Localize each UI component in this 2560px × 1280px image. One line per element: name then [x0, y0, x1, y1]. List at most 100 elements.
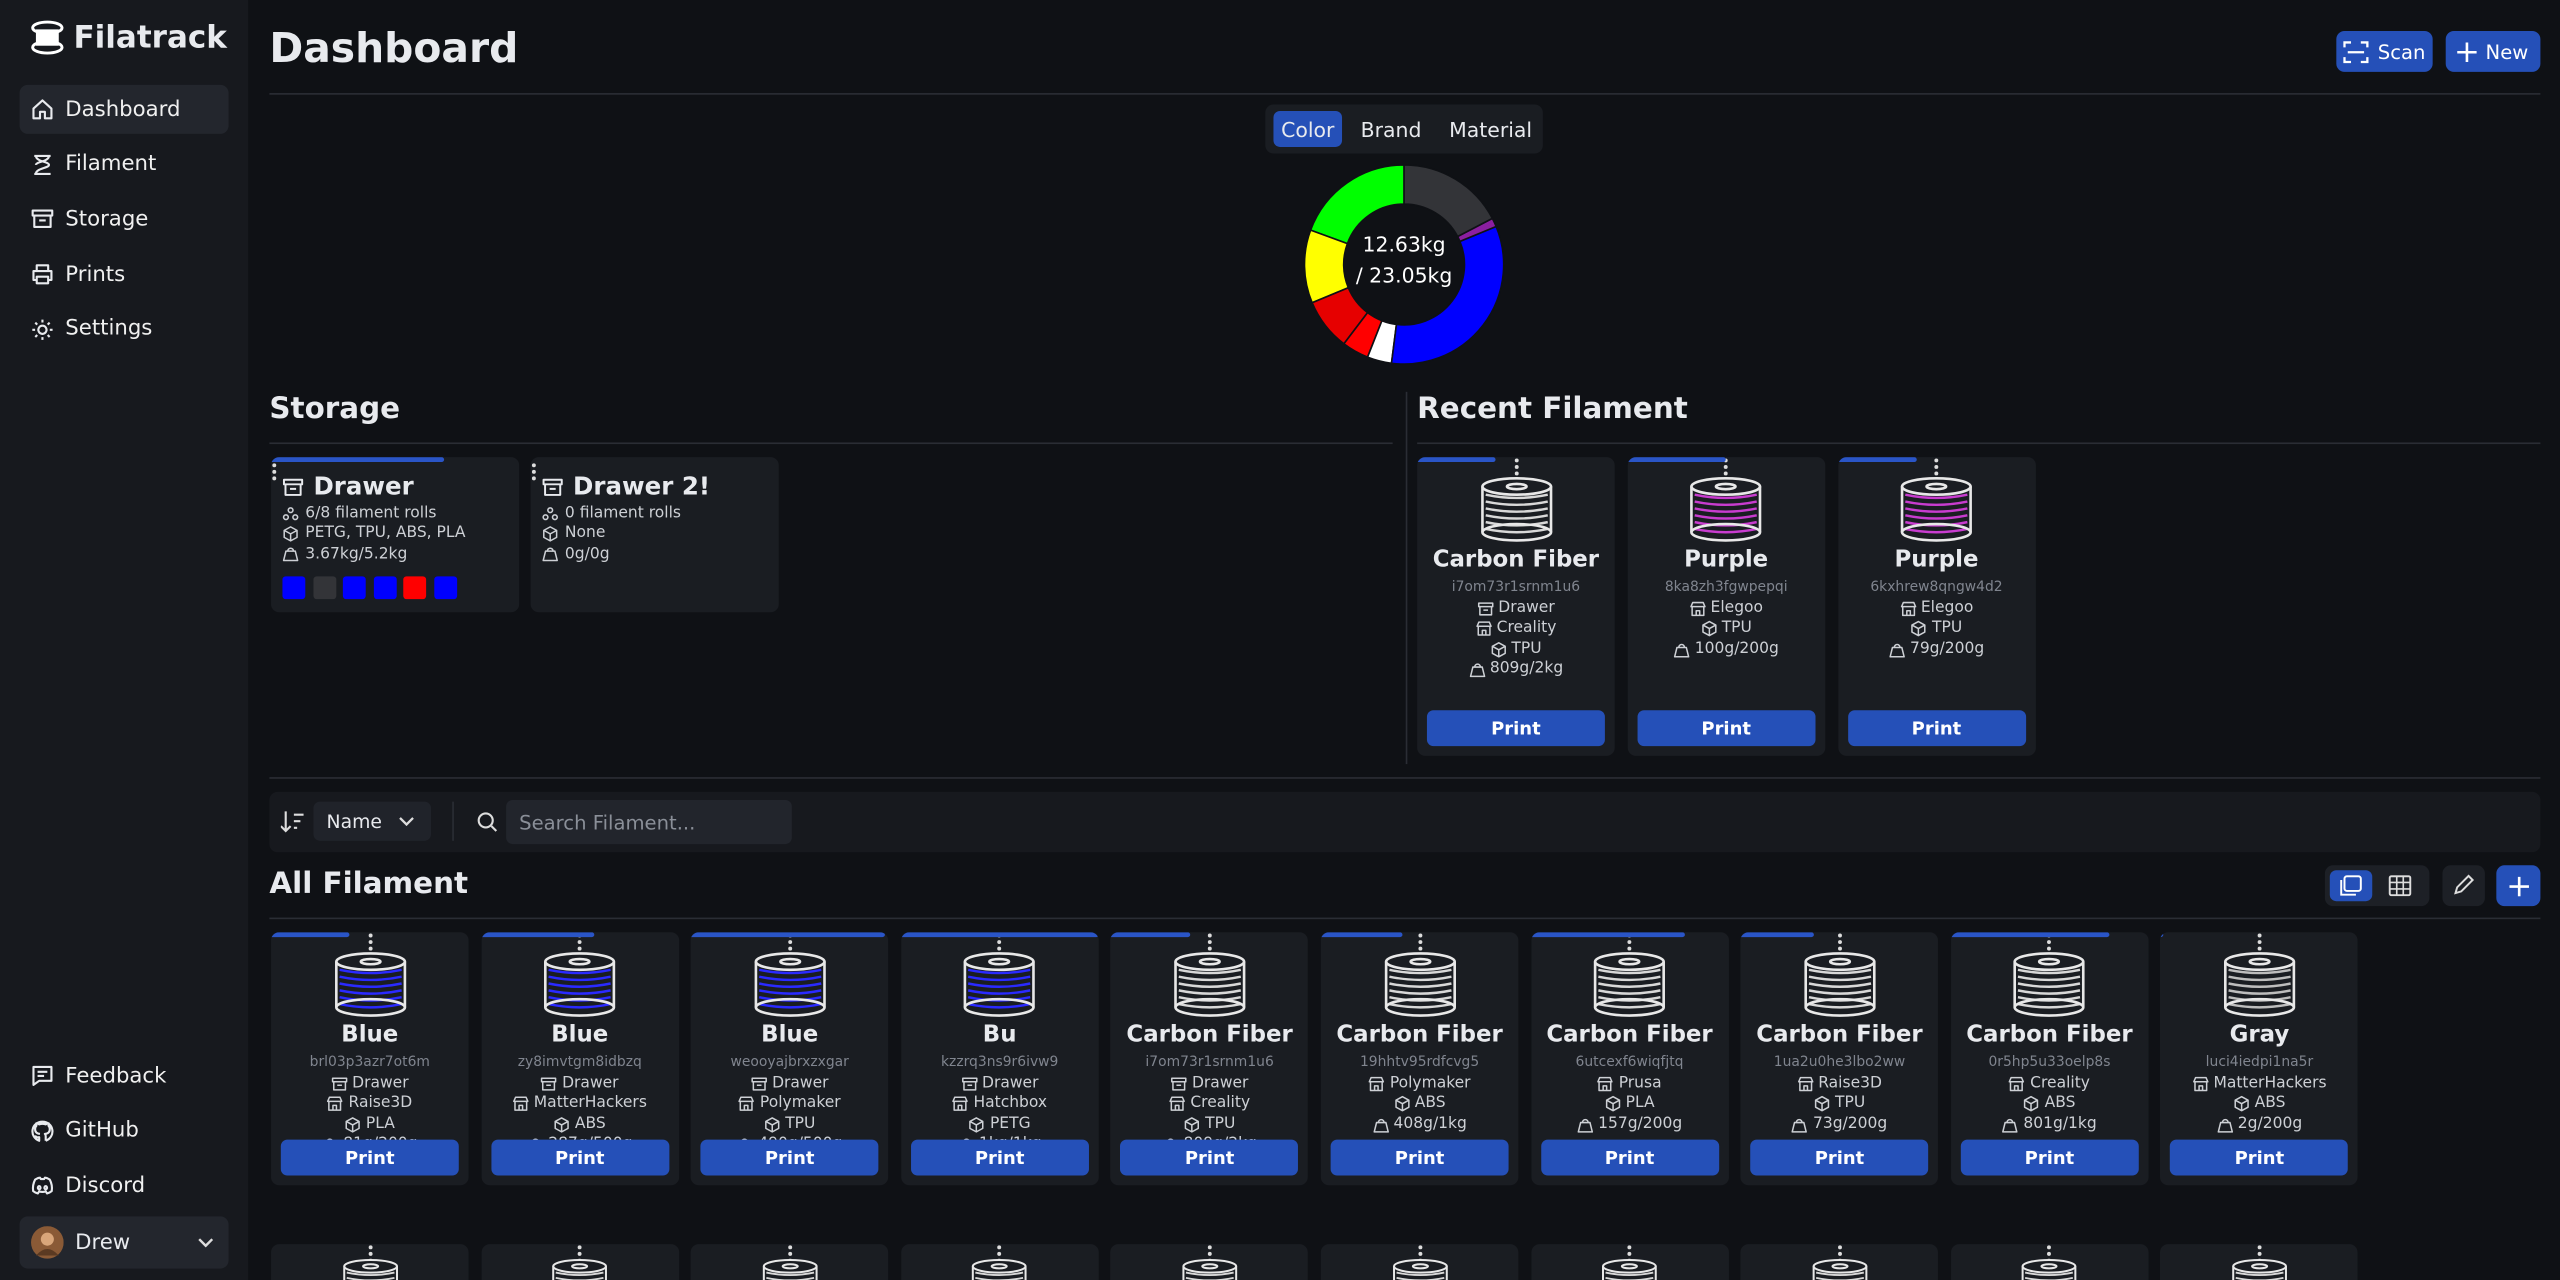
edit-button[interactable] — [2442, 865, 2485, 907]
card-menu[interactable] — [1513, 457, 1520, 477]
storage-card[interactable]: Drawer 2! 0 filament rolls None 0g/0g — [530, 457, 779, 613]
spool-winding — [2228, 1002, 2291, 1009]
filament-card[interactable]: Carbon Fiber 19hhtv95rdfcvg5 Polymaker ABS 4… — [1320, 932, 1519, 1186]
card-menu[interactable] — [271, 462, 278, 482]
remaining-bar — [2160, 932, 2163, 938]
user-menu[interactable]: Drew — [19, 1216, 229, 1269]
spool-hub — [1621, 1263, 1639, 1270]
card-menu[interactable] — [1836, 1244, 1843, 1260]
tab[interactable]: Brand — [1360, 116, 1422, 142]
print-button[interactable]: Print — [280, 1139, 459, 1176]
card-menu[interactable] — [996, 1244, 1003, 1260]
print-button[interactable]: Print — [910, 1139, 1089, 1176]
spool-winding — [1178, 982, 1241, 988]
feedback-icon — [32, 1065, 53, 1086]
remaining-bar — [1110, 932, 1190, 938]
filament-card[interactable]: Carbon Fiber 1ua2u0he3lbo2ww Raise3D TPU 73g… — [1740, 932, 1939, 1186]
spool-winding — [1178, 989, 1241, 995]
nav-item[interactable]: Settings — [20, 305, 229, 354]
spool-winding — [1694, 493, 1758, 500]
filament-card[interactable]: Gray luci4iedpi1na5r MatterHackers ABS 2g/20… — [2160, 932, 2359, 1186]
card-menu[interactable] — [2046, 1244, 2053, 1260]
filament-name: Carbon Fiber — [1546, 1022, 1713, 1049]
card-menu[interactable] — [1723, 457, 1730, 477]
search-input[interactable]: Search Filament... — [506, 799, 792, 845]
material-icon — [1394, 1096, 1409, 1113]
card-menu[interactable] — [576, 1244, 583, 1260]
brand-icon — [2009, 1077, 2025, 1092]
dot — [1837, 1251, 1842, 1256]
nav-item[interactable]: GitHub — [20, 1106, 229, 1155]
filament-name: Carbon Fiber — [1756, 1022, 1923, 1049]
nav-item[interactable]: Feedback — [20, 1051, 229, 1100]
logo[interactable]: Filatrack — [29, 20, 227, 56]
detail-location: Drawer — [772, 1074, 829, 1093]
filament-card[interactable]: Bluebrl03p3azr7ot6mDrawerRaise3DPLA81g/2… — [271, 932, 469, 1186]
detail-row: 157g/200g — [1577, 1114, 1682, 1134]
filament-card[interactable]: Bukzzrq3ns9r6ivw9DrawerHatchboxPETG1kg/1… — [900, 932, 1099, 1186]
scan-button[interactable]: Scan — [2336, 31, 2433, 72]
card-menu[interactable] — [1416, 932, 1423, 952]
print-button[interactable]: Print — [1960, 1139, 2139, 1176]
print-button[interactable]: Print — [1330, 1139, 1509, 1176]
filament-icon — [34, 154, 51, 175]
card-menu[interactable] — [1626, 1244, 1633, 1260]
dot — [1207, 933, 1212, 938]
spool-flange — [1174, 952, 1246, 972]
dot — [2257, 1251, 2262, 1256]
card-menu[interactable] — [367, 932, 374, 952]
divider — [1417, 442, 2541, 445]
card-menu[interactable] — [1836, 932, 1843, 952]
print-button[interactable]: Print — [2170, 1139, 2349, 1176]
new-button[interactable]: New — [2445, 31, 2541, 72]
spool-winding — [555, 1277, 604, 1280]
filament-card[interactable]: Purple 6kxhrew8qngw4d2 Elegoo TPU 79g/200g Pr… — [1837, 457, 2036, 756]
filament-card[interactable]: BlueweooyajbrxzxgarDrawerPolymakerTPU490… — [690, 932, 889, 1186]
table-view-button[interactable] — [2388, 875, 2412, 897]
sort-select[interactable]: Name — [313, 801, 432, 841]
print-button[interactable]: Print — [1847, 710, 2026, 747]
icon-path — [1577, 1118, 1593, 1133]
filament-card[interactable]: Carbon Fiber i7om73r1srnm1u6 Drawer Crealit… — [1110, 932, 1309, 1186]
spool-flange — [544, 952, 616, 972]
spool-winding — [1484, 520, 1548, 527]
nav-item[interactable]: Discord — [20, 1161, 229, 1210]
spool-winding — [1484, 493, 1548, 500]
sort-icon[interactable] — [280, 810, 304, 833]
filament-card[interactable]: Carbon Fiber 0r5hp5u33oelp8s Creality ABS 80… — [1950, 932, 2149, 1186]
print-button[interactable]: Print — [1540, 1139, 1719, 1176]
print-button[interactable]: Print — [700, 1139, 879, 1176]
nav-item[interactable]: Dashboard — [19, 84, 229, 134]
print-button[interactable]: Print — [1750, 1139, 1929, 1176]
print-button[interactable]: Print — [490, 1139, 669, 1176]
grid-view-button[interactable] — [2329, 870, 2373, 902]
filament-card[interactable]: Carbon Fiber 6utcexf6wiqfjtq Prusa PLA 157g/… — [1530, 932, 1729, 1186]
filament-card[interactable]: Carbon Fiber i7om73r1srnm1u6 Drawer Crealit… — [1417, 457, 1615, 756]
card-menu[interactable] — [531, 462, 538, 482]
tab[interactable]: Color — [1273, 111, 1343, 147]
card-menu[interactable] — [367, 1244, 374, 1260]
tab[interactable]: Material — [1449, 116, 1533, 142]
card-menu[interactable] — [1933, 457, 1940, 477]
nav-item[interactable]: Filament — [20, 140, 229, 189]
filament-card[interactable]: Purple 8ka8zh3fgwpepqi Elegoo TPU 100g/200g P… — [1627, 457, 1825, 756]
card-menu[interactable] — [786, 1244, 793, 1260]
nav-item[interactable]: Prints — [20, 250, 229, 299]
print-button[interactable]: Print — [1637, 710, 1816, 747]
card-menu[interactable] — [1206, 932, 1213, 952]
spool-winding — [758, 975, 821, 982]
filament-code: 6utcexf6wiqfjtq — [1575, 1054, 1684, 1072]
filament-card[interactable]: Blue zy8imvtgm8idbzq Drawer MatterHackers AB… — [480, 932, 679, 1186]
storage-row: 0 filament rolls — [542, 504, 681, 522]
add-button[interactable] — [2496, 865, 2541, 907]
card-menu[interactable] — [2256, 1244, 2263, 1260]
card-menu[interactable] — [1206, 1244, 1213, 1260]
print-button[interactable]: Print — [1426, 710, 1605, 747]
nav-item[interactable]: Storage — [20, 195, 229, 244]
storage-card[interactable]: Drawer 6/8 filament rolls PETG, TPU, ABS, … — [271, 457, 520, 613]
dot — [1417, 1251, 1422, 1256]
card-menu[interactable] — [1416, 1244, 1423, 1260]
card-menu[interactable] — [2256, 932, 2263, 952]
spool-winding — [1598, 975, 1661, 982]
print-button[interactable]: Print — [1120, 1139, 1299, 1176]
